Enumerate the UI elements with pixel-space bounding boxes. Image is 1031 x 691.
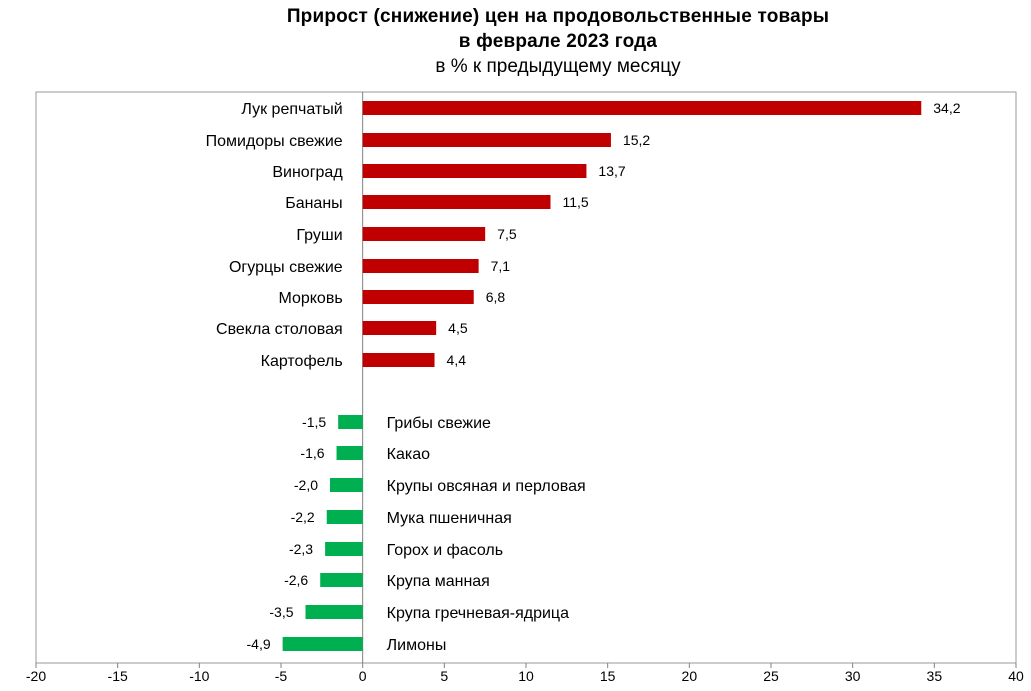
data-label: 7,1 [491,258,511,274]
category-label: Крупы овсяная и перловая [387,478,586,495]
data-label: -1,5 [302,414,326,430]
category-label: Лук репчатый [241,101,342,118]
bar [325,542,363,556]
bar [362,164,587,178]
x-tick-label: 5 [440,668,448,684]
x-tick-label: -20 [26,668,46,684]
x-tick-label: 20 [682,668,698,684]
x-tick-label: -5 [275,668,288,684]
bar [282,637,363,651]
category-label: Какао [387,446,430,463]
category-label: Помидоры свежие [206,133,343,150]
data-label: -3,5 [269,604,293,620]
chart-title: Прирост (снижение) цен на продовольствен… [286,6,830,27]
category-label: Картофель [261,353,343,370]
bar [362,101,922,115]
category-label: Морковь [278,290,342,307]
data-label: -2,6 [284,572,308,588]
chart-title-line2: в феврале 2023 года [458,31,658,52]
bar [362,133,611,147]
bar [320,573,363,587]
category-label: Виноград [272,164,343,181]
category-label: Крупа гречневая-ядрица [387,605,569,622]
data-label: 7,5 [497,226,517,242]
category-label: Бананы [285,195,342,212]
data-label: -2,0 [294,477,318,493]
data-label: 11,5 [563,194,589,210]
category-label: Свекла столовая [216,321,343,338]
data-label: -1,6 [300,445,324,461]
x-tick-label: 0 [359,668,367,684]
data-label: 4,5 [448,320,468,336]
chart-title-block: Прирост (снижение) цен на продовольствен… [0,4,1031,79]
bar [362,195,551,209]
x-tick-label: -10 [189,668,209,684]
x-tick-label: 10 [518,668,534,684]
category-label: Груши [296,227,342,244]
category-label: Грибы свежие [387,415,491,432]
bar [330,478,363,492]
data-label: 15,2 [623,132,650,148]
x-tick-label: -15 [108,668,128,684]
bar [362,353,435,367]
data-label: 34,2 [933,100,960,116]
data-label: 4,4 [447,352,467,368]
chart-subtitle: в % к предыдущему месяцу [435,56,681,77]
bar [362,259,479,273]
x-tick-label: 15 [600,668,616,684]
bar [336,446,363,460]
bar [362,321,437,335]
category-label: Горох и фасоль [387,542,503,559]
bar [305,605,363,619]
data-label: -4,9 [247,636,271,652]
bar [326,510,363,524]
x-tick-label: 25 [763,668,779,684]
data-label: 6,8 [486,289,506,305]
bar [338,415,363,429]
data-label: 13,7 [598,163,625,179]
category-label: Огурцы свежие [229,259,343,276]
data-label: -2,2 [291,509,315,525]
category-label: Лимоны [387,637,447,654]
bar [362,227,486,241]
x-tick-label: 35 [927,668,943,684]
category-label: Мука пшеничная [387,510,512,527]
bar [362,290,474,304]
x-tick-label: 30 [845,668,861,684]
category-label: Крупа манная [387,573,490,590]
data-label: -2,3 [289,541,313,557]
x-tick-label: 40 [1008,668,1024,684]
